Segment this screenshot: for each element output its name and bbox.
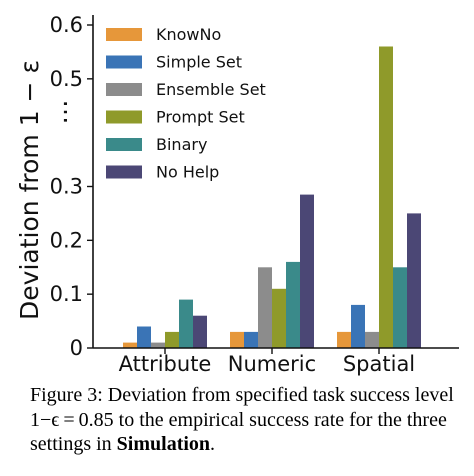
y-axis-label: Deviation from 1 − ε xyxy=(15,60,44,320)
y-tick-label: 0.3 xyxy=(50,175,83,199)
bar-binary-numeric xyxy=(286,261,300,348)
y-tick-label: 0.5 xyxy=(50,67,83,91)
legend-label: Binary xyxy=(156,135,207,154)
bar-ensemble-set-numeric xyxy=(258,267,272,349)
legend-label: Prompt Set xyxy=(156,108,245,127)
legend-label: Simple Set xyxy=(156,53,242,72)
legend-swatch xyxy=(106,165,142,179)
bar-prompt-set-numeric xyxy=(272,288,286,348)
bar-knowno-spatial xyxy=(337,331,351,348)
y-ticks: 0 0.1 0.2 0.3 0.5 0.6 xyxy=(50,13,93,360)
bar-binary-attribute xyxy=(179,299,193,348)
legend-swatch xyxy=(106,28,142,41)
bar-knowno-attribute xyxy=(123,342,137,348)
legend-label: No Help xyxy=(156,163,219,182)
figure-caption: Figure 3: Deviation from specified task … xyxy=(30,383,470,457)
axes-layer xyxy=(92,15,459,349)
y-tick-label: 0.6 xyxy=(50,13,83,37)
x-ticks: Attribute Numeric Spatial xyxy=(119,348,415,376)
bar-ensemble-set-spatial xyxy=(365,331,379,348)
legend: KnowNo Simple Set Ensemble Set Prompt Set Bi… xyxy=(106,25,266,182)
bar-simple-set-attribute xyxy=(137,326,151,348)
y-axis-break-marker: … xyxy=(44,100,73,125)
legend-swatch xyxy=(106,138,142,151)
y-tick-label: 0.1 xyxy=(50,282,83,306)
legend-swatch xyxy=(106,83,142,96)
bar-knowno-numeric xyxy=(230,331,244,348)
x-tick-label-attribute: Attribute xyxy=(119,352,212,376)
bar-simple-set-spatial xyxy=(351,304,365,348)
bar-prompt-set-spatial xyxy=(379,46,393,348)
caption-bold-text: Simulation xyxy=(116,433,211,455)
bar-simple-set-numeric xyxy=(244,331,258,348)
bar-ensemble-set-attribute xyxy=(151,342,165,348)
x-tick-label-spatial: Spatial xyxy=(343,352,415,376)
legend-label: KnowNo xyxy=(156,25,221,44)
bar-no-help-attribute xyxy=(193,315,207,348)
legend-swatch xyxy=(106,55,142,69)
bar-chart: 0 0.1 0.2 0.3 0.5 0.6 Attribute Numeric Spatial… xyxy=(15,13,459,376)
bar-no-help-spatial xyxy=(407,213,421,348)
bar-prompt-set-attribute xyxy=(165,331,179,348)
bar-no-help-numeric xyxy=(300,194,314,348)
legend-label: Ensemble Set xyxy=(156,80,266,99)
caption-end: . xyxy=(210,433,216,455)
x-tick-label-numeric: Numeric xyxy=(228,352,316,376)
y-tick-label: 0.2 xyxy=(50,228,83,252)
caption-text: Figure 3: Deviation from specified task … xyxy=(30,384,454,455)
legend-swatch xyxy=(106,110,142,124)
y-tick-label: 0 xyxy=(70,336,83,360)
bar-binary-spatial xyxy=(393,267,407,349)
bars-layer xyxy=(123,46,421,349)
